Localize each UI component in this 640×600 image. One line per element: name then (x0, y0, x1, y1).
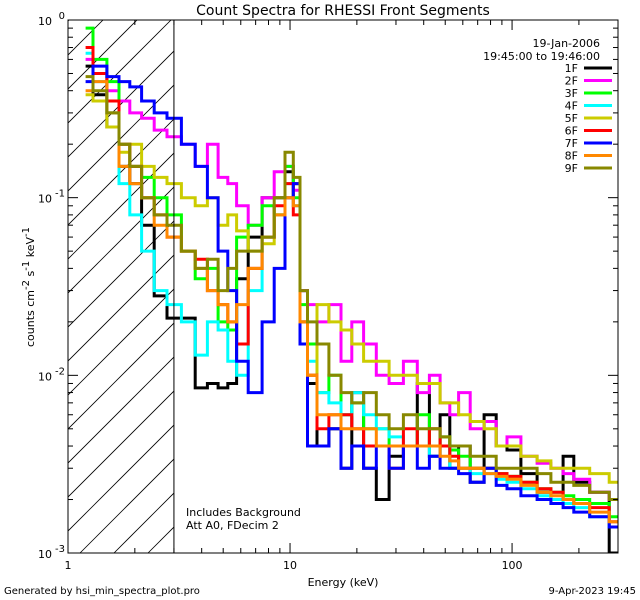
hatch-line (68, 186, 174, 294)
y-label-main: counts cm (24, 290, 37, 347)
hatch-line (386, 0, 640, 553)
series-line-2F (85, 57, 618, 501)
y-axis-label: counts cm-2 s-1 keV-1 (21, 227, 37, 347)
observation-date: 19-Jan-2006 (533, 37, 601, 50)
hatch-line (68, 390, 174, 498)
legend-label-2F: 2F (565, 75, 578, 88)
y-tick-label: 10 (38, 370, 52, 383)
footer-generator: Generated by hsi_min_spectra_plot.pro (4, 586, 200, 597)
hatch-line (68, 20, 138, 90)
hatch-line (68, 20, 172, 124)
hatch-line (68, 356, 174, 464)
y-tick-exponent: -3 (55, 544, 65, 555)
legend-label-9F: 9F (565, 162, 578, 175)
y-tick-exponent: -1 (55, 189, 65, 200)
y-tick-exponent: 0 (59, 11, 65, 22)
y-label-mid: s (24, 270, 37, 279)
x-tick-label: 100 (502, 559, 523, 572)
x-axis-ticks: 1 10 100 (65, 20, 619, 572)
hatch-line (68, 424, 174, 532)
hatch-line (420, 0, 640, 553)
legend-label-1F: 1F (565, 62, 578, 75)
background-note: Includes Background (186, 506, 301, 519)
x-tick-label: 1 (65, 559, 72, 572)
legend-label-8F: 8F (565, 150, 578, 163)
hatch-line (68, 152, 174, 260)
hatch-line (68, 220, 174, 328)
y-label-end: keV (24, 237, 37, 261)
x-tick-label: 10 (283, 559, 297, 572)
footer-timestamp: 9-Apr-2023 19:45 (549, 586, 636, 597)
series-line-1F (85, 64, 618, 553)
y-tick-label: 10 (38, 15, 52, 28)
hatch-line (284, 0, 640, 553)
legend-label-6F: 6F (565, 125, 578, 138)
y-tick-exponent: -2 (55, 366, 65, 377)
hatch-line (79, 458, 174, 553)
series-line-8F (85, 80, 618, 524)
series-layer (85, 26, 618, 553)
y-label-sup2: -1 (21, 261, 32, 271)
x-axis-label: Energy (keV) (308, 576, 379, 589)
hatch-line (454, 0, 640, 553)
legend-label-3F: 3F (565, 87, 578, 100)
y-label-sup3: -1 (21, 227, 32, 237)
hatch-line (318, 0, 640, 553)
hatch-line (68, 118, 174, 226)
legend-label-5F: 5F (565, 112, 578, 125)
hatch-line (522, 0, 640, 553)
hatch-line (68, 288, 174, 396)
hatch-line (68, 254, 174, 362)
hatch-line (250, 0, 640, 553)
hatch-line (68, 20, 70, 22)
hatch-line (68, 322, 174, 430)
y-label-sup1: -2 (21, 280, 32, 290)
series-line-4F (85, 51, 618, 529)
attenuator-note: Att A0, FDecim 2 (186, 519, 279, 532)
plot-frame (67, 19, 619, 554)
hatch-line (590, 0, 640, 553)
legend-label-7F: 7F (565, 137, 578, 150)
y-tick-label: 10 (38, 193, 52, 206)
series-line-9F (85, 75, 618, 501)
hatch-line (624, 0, 640, 553)
y-tick-label: 10 (38, 548, 52, 561)
legend-label-4F: 4F (565, 100, 578, 113)
chart-title: Count Spectra for RHESSI Front Segments (196, 3, 490, 19)
hatch-line (68, 84, 174, 192)
time-range: 19:45:00 to 19:46:00 (483, 50, 600, 63)
